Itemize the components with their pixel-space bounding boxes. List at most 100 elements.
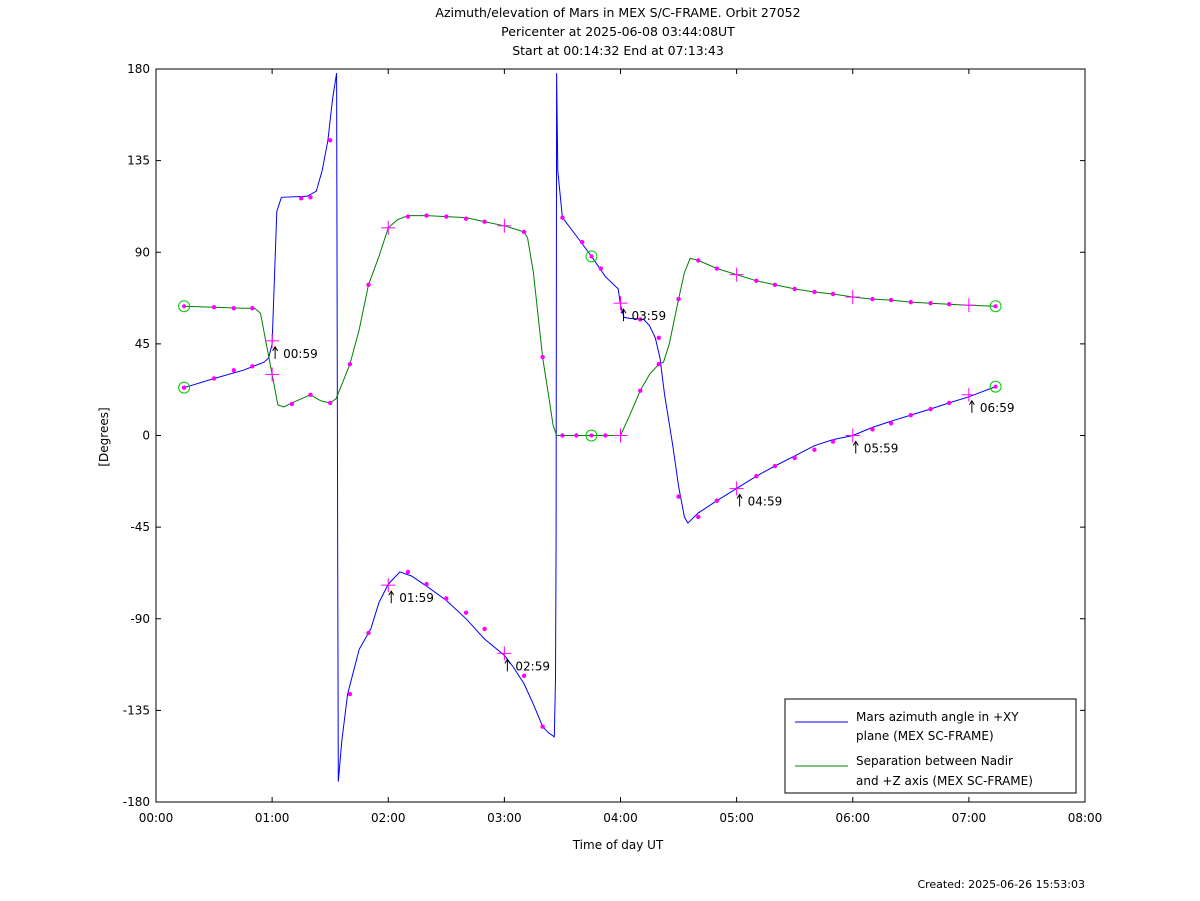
legend-box bbox=[784, 698, 1077, 794]
hour-annotation-arrowhead bbox=[968, 399, 975, 406]
x-tick-label: 04:00 bbox=[603, 811, 638, 825]
data-point-marker bbox=[908, 299, 914, 305]
x-tick-label: 01:00 bbox=[255, 811, 290, 825]
data-point-marker bbox=[714, 266, 720, 271]
hour-annotation-arrowhead bbox=[272, 345, 279, 352]
data-point-marker bbox=[574, 433, 579, 438]
y-tick-label: -90 bbox=[130, 612, 150, 626]
y-tick-label: 180 bbox=[127, 62, 150, 76]
hour-annotation-arrowhead bbox=[852, 440, 859, 446]
x-tick-label: 08:00 bbox=[1068, 811, 1103, 825]
event-circle-dot bbox=[589, 254, 594, 259]
hour-annotation-label: 03:59 bbox=[632, 309, 667, 323]
data-point-marker bbox=[521, 673, 527, 678]
hour-annotation-arrowhead bbox=[504, 658, 511, 664]
y-tick-label: 135 bbox=[127, 154, 150, 168]
x-axis-label: Time of day UT bbox=[572, 838, 664, 852]
hour-annotation-label: 04:59 bbox=[748, 494, 783, 508]
chart-subtitle-times: Start at 00:14:32 End at 07:13:43 bbox=[512, 43, 724, 58]
data-point-marker bbox=[696, 258, 701, 263]
y-tick-label: 45 bbox=[135, 337, 150, 351]
data-point-marker bbox=[603, 433, 608, 438]
data-point-marker bbox=[521, 229, 527, 235]
data-point-marker bbox=[250, 364, 255, 369]
data-point-marker bbox=[870, 296, 875, 302]
hour-annotation-label: 01:59 bbox=[399, 591, 434, 605]
event-circle-marker bbox=[989, 380, 1002, 393]
data-point-marker bbox=[366, 630, 371, 636]
data-point-marker bbox=[638, 317, 643, 322]
data-point-marker bbox=[928, 406, 933, 412]
data-point-marker bbox=[870, 427, 875, 432]
hour-annotation-arrowhead bbox=[388, 590, 395, 596]
chart-subtitle-pericenter: Pericenter at 2025-06-08 03:44:08UT bbox=[501, 24, 735, 39]
data-point-marker bbox=[812, 289, 817, 295]
data-point-marker bbox=[482, 219, 487, 224]
data-point-marker bbox=[656, 335, 662, 340]
data-point-marker bbox=[792, 455, 797, 461]
legend: Mars azimuth angle in +XY plane (MEX SC-… bbox=[784, 698, 1077, 794]
data-point-marker bbox=[289, 401, 295, 407]
event-circle-dot bbox=[182, 385, 187, 390]
data-point-marker bbox=[946, 301, 952, 307]
data-point-marker bbox=[482, 626, 487, 632]
x-tick-label: 05:00 bbox=[719, 811, 754, 825]
data-point-marker bbox=[696, 514, 701, 520]
hour-annotation-label: 02:59 bbox=[515, 659, 550, 673]
data-point-marker bbox=[754, 278, 759, 283]
data-point-marker bbox=[211, 376, 217, 381]
y-tick-label: 0 bbox=[142, 429, 150, 443]
x-tick-label: 02:00 bbox=[371, 811, 406, 825]
data-point-marker bbox=[211, 305, 217, 310]
x-tick-label: 00:00 bbox=[139, 811, 174, 825]
data-point-marker bbox=[754, 474, 759, 479]
series-line-azimuth bbox=[183, 73, 996, 782]
event-circle-dot bbox=[993, 384, 998, 389]
event-circle-dot bbox=[993, 304, 998, 309]
data-point-marker bbox=[444, 596, 449, 601]
y-tick-label: -180 bbox=[123, 795, 150, 809]
data-point-marker bbox=[830, 291, 836, 297]
created-timestamp: Created: 2025-06-26 15:53:03 bbox=[917, 878, 1085, 891]
data-point-marker bbox=[327, 400, 333, 406]
legend-label-azimuth-line1: Mars azimuth angle in +XY bbox=[856, 710, 1019, 724]
data-point-marker bbox=[405, 569, 411, 575]
y-tick-label: -45 bbox=[130, 520, 150, 534]
event-circle-marker bbox=[585, 429, 598, 442]
axes: 00:00 01:00 02:00 03:00 04:00 05:00 06:00 07:00… bbox=[123, 62, 1103, 825]
y-axis-label: [Degrees] bbox=[97, 407, 111, 466]
data-point-marker bbox=[308, 195, 313, 200]
data-point-marker bbox=[946, 400, 952, 406]
data-point-marker bbox=[888, 421, 894, 426]
hour-annotation-label: 06:59 bbox=[980, 401, 1015, 415]
chart-title: Azimuth/elevation of Mars in MEX S/C-FRA… bbox=[435, 5, 800, 20]
data-point-marker bbox=[560, 215, 565, 220]
data-point-marker bbox=[928, 300, 933, 306]
data-point-marker bbox=[676, 494, 681, 499]
legend-label-separation-line1: Separation between Nadir bbox=[856, 754, 1013, 768]
data-point-marker bbox=[656, 362, 662, 367]
hour-annotation-arrowhead bbox=[736, 493, 743, 499]
data-point-marker bbox=[298, 196, 304, 201]
data-point-marker bbox=[812, 447, 817, 452]
data-point-marker bbox=[714, 498, 720, 503]
event-circle-marker bbox=[178, 381, 191, 394]
hour-annotation-label: 00:59 bbox=[283, 347, 318, 361]
data-point-marker bbox=[676, 296, 681, 302]
legend-label-separation-line2: and +Z axis (MEX SC-FRAME) bbox=[856, 774, 1033, 788]
data-point-marker bbox=[463, 610, 469, 615]
y-tick-label: -135 bbox=[123, 703, 150, 717]
data-point-marker bbox=[772, 463, 778, 469]
hour-annotation-arrowhead bbox=[620, 308, 627, 314]
event-circle-marker bbox=[585, 250, 598, 263]
series-line-separation bbox=[184, 215, 996, 436]
data-point-marker bbox=[231, 306, 237, 311]
data-point-marker bbox=[560, 433, 565, 438]
data-point-marker bbox=[463, 216, 469, 221]
y-tick-label: 90 bbox=[135, 245, 150, 259]
data-point-marker bbox=[792, 286, 797, 292]
data-point-marker bbox=[405, 214, 411, 219]
legend-label-azimuth-line2: plane (MEX SC-FRAME) bbox=[856, 729, 994, 743]
data-point-marker bbox=[772, 282, 778, 288]
